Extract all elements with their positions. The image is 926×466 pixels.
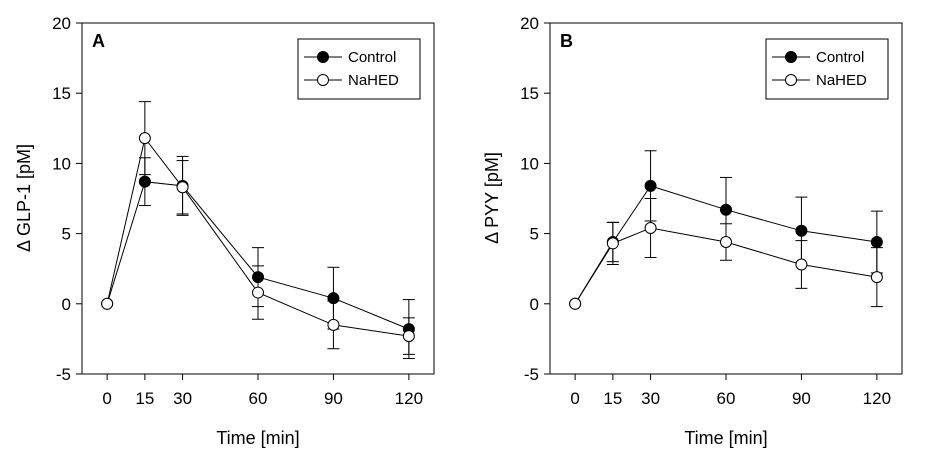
legend-box-a: [297, 38, 421, 100]
x-tick-label-b-3: 60: [717, 389, 736, 408]
legend-marker-control-a: [317, 51, 329, 63]
data-point-nahed-a-0: [101, 297, 114, 310]
y-tick-label-a-4: 15: [52, 84, 71, 103]
legend-box-b: [765, 38, 889, 100]
data-point-control-b-5: [870, 236, 883, 249]
data-point-control-a-3: [252, 271, 264, 284]
legend-a: Control NaHED: [297, 38, 421, 100]
series-a: [101, 101, 415, 360]
data-point-nahed-a-4: [327, 318, 340, 331]
y-tick-label-b-1: 0: [530, 295, 539, 314]
x-tick-label-b-1: 15: [603, 389, 622, 408]
ticks-b: -5 0 5 10 15 20 0 15 30 60 90 120: [520, 14, 891, 408]
x-tick-label-a-5: 120: [395, 389, 423, 408]
y-tick-label-b-5: 20: [520, 14, 539, 33]
data-point-nahed-b-1: [606, 237, 619, 250]
data-point-nahed-a-3: [252, 286, 264, 299]
legend-marker-nahed-a: [317, 74, 329, 86]
legend-marker-control-b: [785, 51, 797, 63]
legend-marker-nahed-b: [785, 74, 797, 86]
data-point-nahed-a-5: [402, 330, 415, 343]
data-point-nahed-b-5: [870, 271, 883, 284]
y-axis-title-b: Δ PYY [pM]: [482, 152, 502, 244]
x-tick-label-b-4: 90: [792, 389, 811, 408]
y-tick-label-b-3: 10: [520, 154, 539, 173]
x-tick-label-a-1: 15: [135, 389, 154, 408]
panel-label-a: A: [92, 31, 105, 51]
y-tick-label-a-0: -5: [56, 365, 71, 384]
y-tick-label-a-2: 5: [62, 225, 71, 244]
x-tick-label-b-5: 120: [863, 389, 891, 408]
data-point-nahed-a-2: [176, 181, 189, 194]
y-tick-label-b-2: 5: [530, 225, 539, 244]
data-point-nahed-b-2: [644, 221, 657, 234]
series-b: [569, 150, 883, 310]
data-point-nahed-b-4: [795, 258, 808, 271]
y-tick-label-a-1: 0: [62, 295, 71, 314]
data-point-control-a-1: [138, 175, 151, 188]
x-axis-title-a: Time [min]: [216, 428, 299, 448]
panel-a: -5 0 5 10 15 20 0 15 30 60 90 120 A Time [min] Δ GL…: [14, 14, 435, 448]
y-tick-label-b-0: -5: [524, 365, 539, 384]
x-tick-label-b-2: 30: [641, 389, 660, 408]
y-tick-label-a-3: 10: [52, 154, 71, 173]
data-point-nahed-a-1: [138, 132, 151, 145]
data-point-control-b-2: [644, 179, 657, 192]
data-point-nahed-b-0: [569, 297, 582, 310]
x-tick-label-b-0: 0: [570, 389, 579, 408]
panel-label-b: B: [560, 31, 573, 51]
panel-b: -5 0 5 10 15 20 0 15 30 60 90 120 B Time [min] Δ PY…: [482, 14, 903, 448]
data-point-nahed-b-3: [720, 236, 732, 249]
series-line-nahed-a: [106, 136, 409, 337]
legend-label-nahed-b: NaHED: [816, 72, 867, 89]
data-point-control-b-3: [720, 203, 732, 216]
y-axis-title-a: Δ GLP-1 [pM]: [14, 144, 34, 252]
series-line-control-b: [574, 185, 877, 305]
data-point-control-b-4: [795, 224, 808, 237]
x-tick-label-a-0: 0: [102, 389, 111, 408]
ticks-a: -5 0 5 10 15 20 0 15 30 60 90 120: [52, 14, 423, 408]
x-tick-label-a-2: 30: [173, 389, 192, 408]
data-point-control-a-4: [327, 292, 340, 305]
x-tick-label-a-3: 60: [249, 389, 268, 408]
legend-label-nahed-a: NaHED: [348, 72, 399, 89]
series-line-control-a: [106, 181, 410, 330]
legend-b: Control NaHED: [765, 38, 889, 100]
x-tick-label-a-4: 90: [324, 389, 343, 408]
legend-label-control-b: Control: [816, 49, 864, 66]
y-tick-label-a-5: 20: [52, 14, 71, 33]
legend-label-control-a: Control: [348, 49, 396, 66]
series-line-nahed-b: [574, 227, 877, 305]
y-tick-label-b-4: 15: [520, 84, 539, 103]
x-axis-title-b: Time [min]: [684, 428, 767, 448]
